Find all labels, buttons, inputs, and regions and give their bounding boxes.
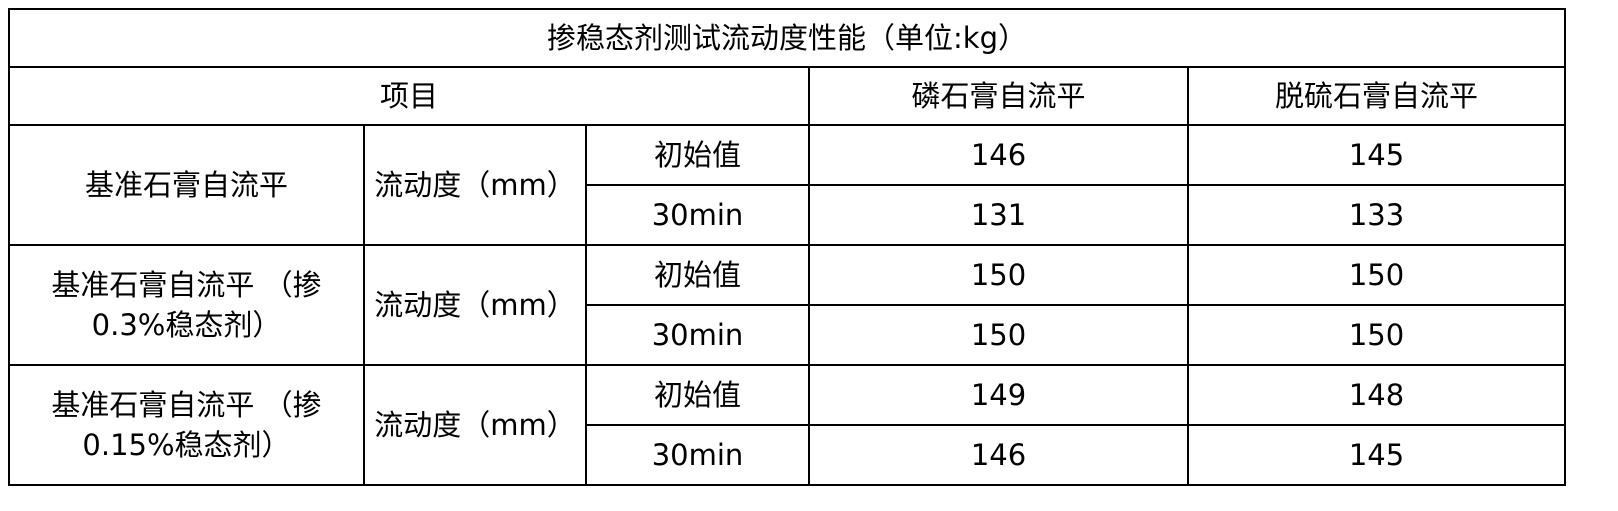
row-label: 30min [585,424,810,486]
row-label: 初始值 [585,244,810,306]
group-metric: 流动度（mm） [363,124,587,246]
table-row: 30min 131 133 [9,184,1566,246]
cell-value: 145 [1187,424,1566,486]
group-name: 基准石膏自流平 （掺0.15%稳态剂） [8,364,365,486]
group-name: 基准石膏自流平 [8,124,365,246]
table-row: 基准石膏自流平 流动度（mm） 初始值 146 145 [8,124,1566,246]
table-row: 30min 146 145 [9,424,1566,486]
cell-value: 150 [808,304,1189,366]
group-metric: 流动度（mm） [363,364,587,486]
table-row: 基准石膏自流平 （掺0.15%稳态剂） 流动度（mm） 初始值 149 148 [8,364,1566,486]
row-label: 初始值 [585,124,810,186]
cell-value: 150 [808,244,1189,306]
row-label: 30min [585,304,810,366]
table-row: 30min 150 150 [9,304,1566,366]
cell-value: 145 [1187,124,1566,186]
table-title: 掺稳态剂测试流动度性能（单位:kg） [8,8,1566,68]
group-name: 基准石膏自流平 （掺0.3%稳态剂） [8,244,365,366]
cell-value: 146 [808,424,1189,486]
cell-value: 146 [808,124,1189,186]
row-label: 30min [585,184,810,246]
cell-value: 149 [808,364,1189,426]
header-desulfurization-gypsum: 脱硫石膏自流平 [1187,66,1566,126]
row-label: 初始值 [585,364,810,426]
header-phosphogypsum: 磷石膏自流平 [808,66,1189,126]
table-row: 基准石膏自流平 （掺0.3%稳态剂） 流动度（mm） 初始值 150 150 [8,244,1566,366]
cell-value: 131 [808,184,1189,246]
cell-value: 150 [1187,244,1566,306]
cell-value: 150 [1187,304,1566,366]
group-metric: 流动度（mm） [363,244,587,366]
cell-value: 148 [1187,364,1566,426]
header-item: 项目 [8,66,810,126]
flowability-table: 掺稳态剂测试流动度性能（单位:kg） 项目 磷石膏自流平 脱硫石膏自流平 基准石… [8,8,1566,486]
cell-value: 133 [1187,184,1566,246]
